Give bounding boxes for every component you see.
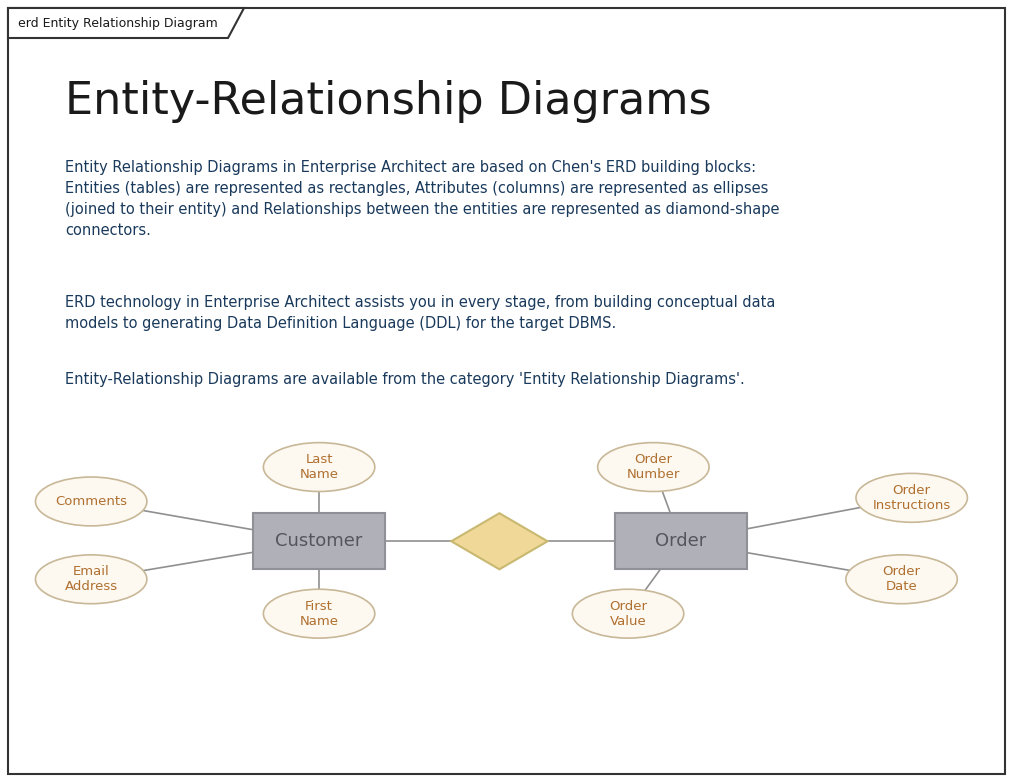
- Ellipse shape: [598, 443, 709, 492]
- Polygon shape: [452, 513, 547, 569]
- Text: Order
Instructions: Order Instructions: [872, 484, 951, 512]
- Ellipse shape: [35, 477, 147, 526]
- Text: Order
Date: Order Date: [882, 565, 921, 594]
- Ellipse shape: [846, 555, 957, 604]
- Ellipse shape: [856, 473, 967, 522]
- Text: ERD technology in Enterprise Architect assists you in every stage, from building: ERD technology in Enterprise Architect a…: [65, 295, 775, 331]
- Text: Entity-Relationship Diagrams: Entity-Relationship Diagrams: [65, 80, 711, 123]
- Ellipse shape: [263, 589, 375, 638]
- Text: Order: Order: [655, 533, 706, 551]
- Ellipse shape: [572, 589, 684, 638]
- Ellipse shape: [35, 555, 147, 604]
- Bar: [615, 513, 747, 569]
- Text: Email
Address: Email Address: [65, 565, 118, 594]
- Text: Order
Value: Order Value: [609, 600, 647, 628]
- Ellipse shape: [263, 443, 375, 492]
- Polygon shape: [8, 8, 244, 38]
- Text: Customer: Customer: [276, 533, 363, 551]
- Text: Comments: Comments: [55, 495, 128, 508]
- Text: Entity Relationship Diagrams in Enterprise Architect are based on Chen's ERD bui: Entity Relationship Diagrams in Enterpri…: [65, 160, 779, 238]
- Text: Entity-Relationship Diagrams are available from the category 'Entity Relationshi: Entity-Relationship Diagrams are availab…: [65, 372, 745, 387]
- Bar: [253, 513, 385, 569]
- Text: Last
Name: Last Name: [300, 453, 338, 481]
- Text: First
Name: First Name: [300, 600, 338, 628]
- Text: Order
Number: Order Number: [627, 453, 680, 481]
- Text: erd Entity Relationship Diagram: erd Entity Relationship Diagram: [18, 16, 218, 30]
